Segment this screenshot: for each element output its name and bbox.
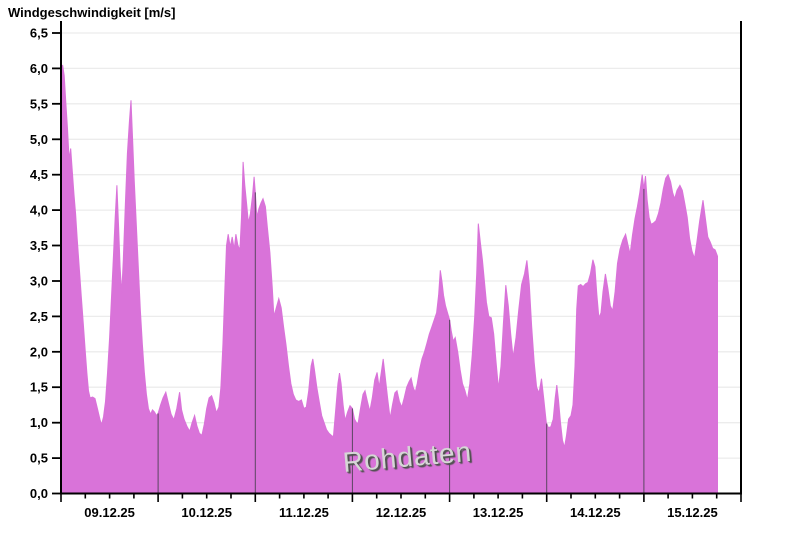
chart-title: Windgeschwindigkeit [m/s] [8, 5, 176, 20]
y-tick-label: 6,5 [30, 26, 48, 41]
y-tick-label: 4,5 [30, 167, 48, 182]
x-tick-label: 12.12.25 [376, 505, 427, 520]
x-tick-label: 13.12.25 [473, 505, 524, 520]
y-tick-label: 4,0 [30, 203, 48, 218]
x-tick-label: 10.12.25 [181, 505, 232, 520]
y-tick-label: 5,5 [30, 96, 48, 111]
y-tick-label: 2,5 [30, 309, 48, 324]
x-tick-label: 14.12.25 [570, 505, 621, 520]
wind-area-series [60, 64, 718, 494]
x-tick-label: 15.12.25 [667, 505, 718, 520]
x-tick-label: 09.12.25 [84, 505, 135, 520]
y-tick-label: 3,0 [30, 274, 48, 289]
y-tick-label: 6,0 [30, 61, 48, 76]
y-tick-label: 2,0 [30, 344, 48, 359]
x-tick-label: 11.12.25 [279, 505, 329, 520]
y-tick-label: 3,5 [30, 238, 48, 253]
y-tick-label: 5,0 [30, 132, 48, 147]
y-tick-label: 1,5 [30, 380, 48, 395]
y-tick-label: 0,0 [30, 486, 48, 501]
y-tick-label: 1,0 [30, 415, 48, 430]
y-tick-label: 0,5 [30, 451, 48, 466]
